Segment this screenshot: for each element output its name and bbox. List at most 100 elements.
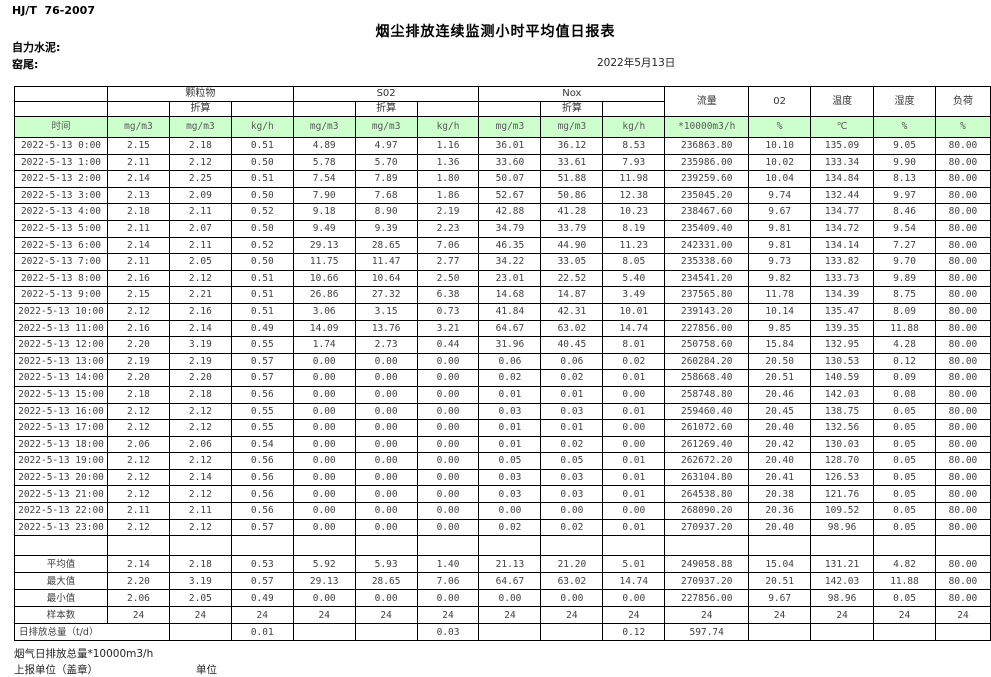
value-cell: 80.00	[934, 385, 991, 404]
value-cell: 2.19	[168, 352, 232, 371]
value-cell: 0.52	[230, 236, 294, 255]
value-cell: 36.01	[478, 137, 542, 155]
value-cell: 2.12	[168, 153, 232, 172]
value-cell: 227856.00	[664, 319, 750, 338]
value-cell: 0.00	[292, 385, 356, 404]
value-cell: 80.00	[934, 419, 991, 437]
value-cell: 0.00	[416, 502, 480, 520]
value-cell: 0.02	[478, 369, 542, 387]
unit-pm-converted: mg/m3	[168, 116, 232, 138]
value-cell: 20.40	[748, 419, 812, 437]
value-cell: 5.78	[292, 153, 356, 172]
empty-cell	[354, 535, 418, 557]
value-cell: 0.00	[292, 369, 356, 387]
page-title: 烟尘排放连续监测小时平均值日报表	[375, 24, 616, 40]
value-cell: 20.41	[748, 468, 812, 487]
value-cell: 0.00	[354, 452, 418, 470]
value-cell: 0.03	[540, 468, 604, 487]
value-cell: 242331.00	[664, 236, 750, 255]
summary-value: 249058.88	[664, 555, 750, 574]
daily-total-value: 0.03	[416, 623, 480, 642]
value-cell: 0.05	[873, 402, 936, 421]
value-cell: 0.00	[416, 452, 480, 470]
header-converted-row: 折算 折算 折算	[14, 101, 991, 117]
value-cell: 0.00	[354, 435, 418, 454]
value-cell: 0.00	[292, 468, 356, 487]
time-header: 时间	[14, 116, 108, 138]
value-cell: 2.18	[106, 203, 170, 221]
empty-cell	[664, 535, 750, 557]
empty-header-cell	[292, 101, 356, 117]
value-cell: 0.00	[354, 468, 418, 487]
time-cell: 2022-5-13 17:00	[14, 419, 108, 437]
hour-row: 2022-5-13 1:00 2.11 2.12 0.50 5.78 5.70 1.36 33…	[14, 153, 991, 172]
value-cell: 133.34	[810, 153, 875, 172]
value-cell: 235045.20	[664, 186, 750, 205]
value-cell: 0.56	[230, 468, 294, 487]
value-cell: 3.19	[168, 336, 232, 354]
summary-value: 63.02	[540, 572, 604, 591]
time-cell: 2022-5-13 7:00	[14, 253, 108, 271]
time-cell: 2022-5-13 4:00	[14, 203, 108, 221]
company-label: 自力水泥:	[12, 41, 61, 54]
value-cell: 0.44	[416, 336, 480, 354]
empty-cell	[748, 535, 812, 557]
value-cell: 0.51	[230, 302, 294, 321]
value-cell: 0.56	[230, 502, 294, 520]
time-cell: 2022-5-13 1:00	[14, 153, 108, 172]
value-cell: 9.54	[873, 219, 936, 238]
value-cell: 80.00	[934, 219, 991, 238]
summary-value: 0.00	[540, 589, 604, 608]
value-cell: 0.00	[416, 385, 480, 404]
hour-row: 2022-5-13 13:00 2.19 2.19 0.57 0.00 0.00 0.00 0…	[14, 352, 991, 371]
value-cell: 2.05	[168, 253, 232, 271]
time-cell: 2022-5-13 14:00	[14, 369, 108, 387]
value-cell: 10.66	[292, 269, 356, 288]
value-cell: 0.57	[230, 352, 294, 371]
value-cell: 0.56	[230, 485, 294, 504]
hour-row: 2022-5-13 9:00 2.15 2.21 0.51 26.86 27.32 6.38…	[14, 286, 991, 304]
summary-value: 20.51	[748, 572, 812, 591]
value-cell: 0.12	[873, 352, 936, 371]
value-cell: 0.55	[230, 419, 294, 437]
value-cell: 132.95	[810, 336, 875, 354]
empty-cell	[292, 535, 356, 557]
value-cell: 0.01	[478, 419, 542, 437]
time-cell: 2022-5-13 18:00	[14, 435, 108, 454]
value-cell: 80.00	[934, 137, 991, 155]
value-cell: 2.19	[106, 352, 170, 371]
header-o2: 02	[748, 86, 812, 117]
value-cell: 2.06	[168, 435, 232, 454]
value-cell: 239259.60	[664, 170, 750, 188]
unit-pm: mg/m3	[106, 116, 170, 138]
value-cell: 2.12	[106, 518, 170, 537]
value-cell: 0.55	[230, 336, 294, 354]
value-cell: 33.79	[540, 219, 604, 238]
value-cell: 0.57	[230, 369, 294, 387]
value-cell: 262672.20	[664, 452, 750, 470]
value-cell: 31.96	[478, 336, 542, 354]
hour-row: 2022-5-13 23:00 2.12 2.12 0.57 0.00 0.00 0.00 0…	[14, 518, 991, 537]
value-cell: 0.56	[230, 452, 294, 470]
summary-value: 80.00	[934, 589, 991, 608]
header-group-row: 颗粒物 S02 Nox 流量 02 温度 湿度 负荷	[14, 86, 991, 117]
value-cell: 11.88	[873, 319, 936, 338]
value-cell: 0.00	[354, 419, 418, 437]
empty-header-cell	[478, 101, 542, 117]
time-cell: 2022-5-13 2:00	[14, 170, 108, 188]
summary-label: 最小值	[14, 589, 108, 608]
value-cell: 2.16	[106, 269, 170, 288]
value-cell: 238467.60	[664, 203, 750, 221]
value-cell: 80.00	[934, 502, 991, 520]
value-cell: 250758.60	[664, 336, 750, 354]
summary-value: 15.04	[748, 555, 812, 574]
value-cell: 239143.20	[664, 302, 750, 321]
value-cell: 140.59	[810, 369, 875, 387]
value-cell: 235409.40	[664, 219, 750, 238]
value-cell: 2.15	[106, 286, 170, 304]
flue-gas-daily-total-note: 烟气日排放总量*10000m3/h	[14, 648, 154, 660]
value-cell: 0.50	[230, 253, 294, 271]
value-cell: 0.01	[602, 369, 666, 387]
value-cell: 0.05	[873, 452, 936, 470]
summary-value: 24	[810, 606, 875, 625]
